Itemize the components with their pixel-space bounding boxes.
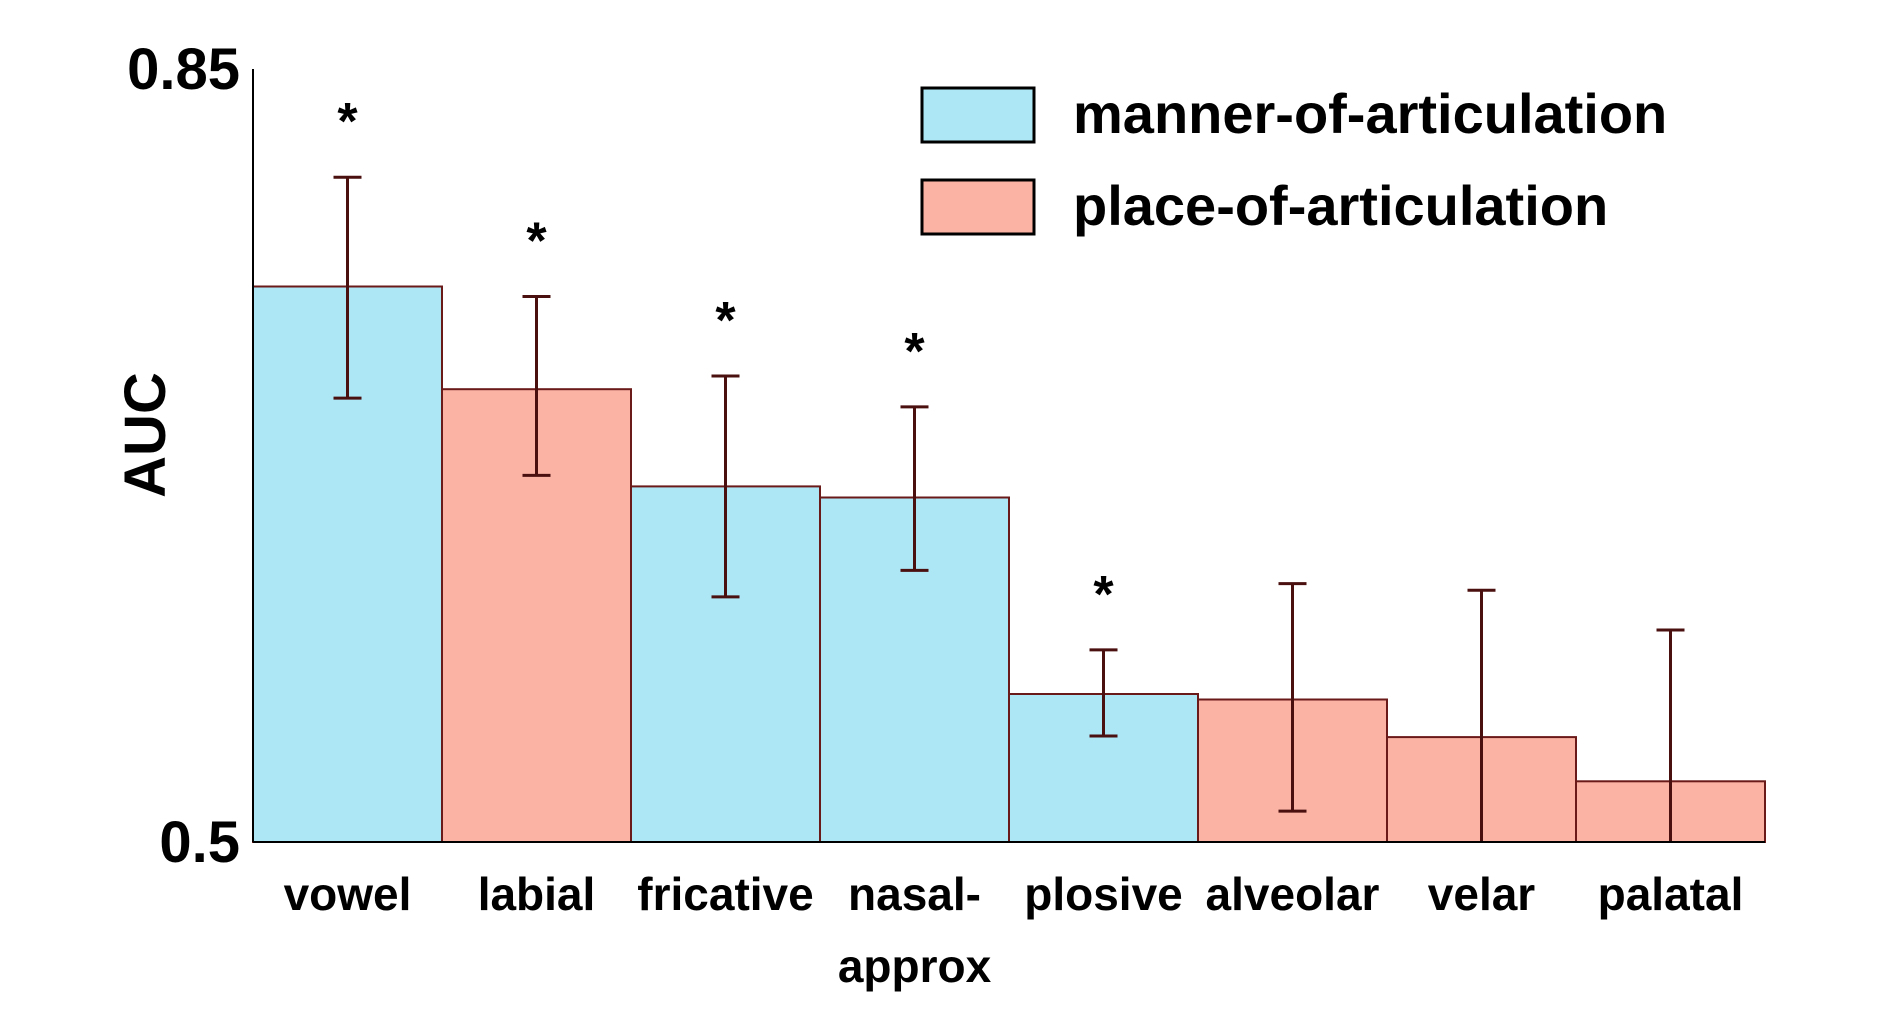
x-tick-label-labial: labial: [478, 868, 596, 920]
y-axis-label: AUC: [113, 372, 178, 498]
x-tick-label-fricative: fricative: [637, 868, 813, 920]
x-tick-label-nasal-approx: nasal-: [848, 868, 981, 920]
significance-marker-labial: *: [526, 212, 547, 270]
legend-label-place: place-of-articulation: [1073, 174, 1608, 237]
legend-swatch-place: [920, 178, 1036, 236]
significance-marker-vowel: *: [337, 93, 358, 151]
x-tick-label-velar: velar: [1428, 868, 1536, 920]
bars-layer: [252, 285, 1766, 843]
legend-swatch-manner: [920, 86, 1036, 144]
significance-marker-plosive: *: [1093, 566, 1114, 624]
y-tick-label: 0.5: [159, 810, 240, 875]
legend: manner-of-articulation place-of-articulat…: [920, 82, 1667, 237]
legend-label-manner: manner-of-articulation: [1073, 82, 1667, 145]
labels-layer: * * * * * 0.85 0.5 AUC vowel labial fricative nasal…: [113, 37, 1743, 992]
x-tick-label-nasal-approx: approx: [838, 940, 992, 992]
axis-layer: [252, 69, 1765, 843]
x-tick-label-alveolar: alveolar: [1206, 868, 1380, 920]
significance-marker-fricative: *: [715, 292, 736, 350]
x-tick-label-palatal: palatal: [1598, 868, 1744, 920]
y-tick-label: 0.85: [127, 37, 240, 102]
x-tick-label-plosive: plosive: [1024, 868, 1183, 920]
x-tick-label-vowel: vowel: [284, 868, 412, 920]
error-bars-layer: [333, 175, 1685, 842]
significance-marker-nasal-approx: *: [904, 323, 925, 381]
